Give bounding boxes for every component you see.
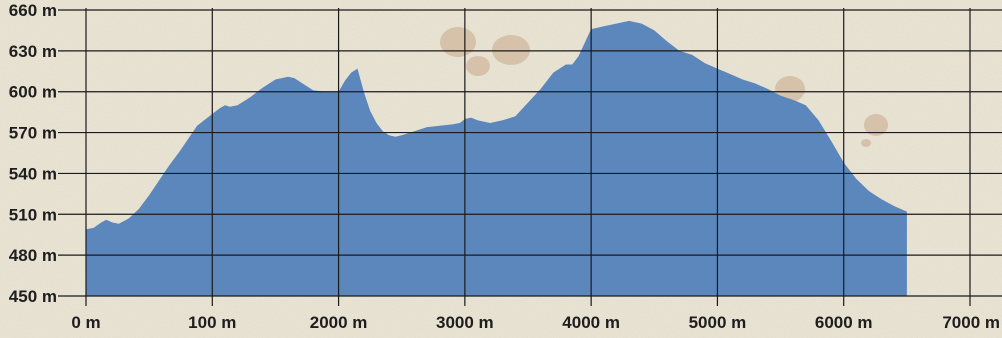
elevation-area	[86, 20, 907, 297]
x-tick-label: 4000 m	[562, 313, 620, 332]
coffee-stain	[492, 35, 530, 65]
y-tick-label: 600 m	[9, 83, 57, 102]
coffee-stain	[861, 139, 871, 147]
y-tick-label: 660 m	[9, 1, 57, 20]
y-tick-label: 480 m	[9, 246, 57, 265]
coffee-stain	[775, 76, 805, 102]
coffee-stain	[466, 56, 490, 76]
x-tick-label: 6000 m	[815, 313, 873, 332]
coffee-stain	[864, 114, 888, 136]
grid-layer	[58, 8, 1002, 306]
y-tick-label: 540 m	[9, 164, 57, 183]
y-tick-label: 450 m	[9, 287, 57, 306]
coffee-stain	[440, 27, 476, 57]
x-tick-label: 3000 m	[436, 313, 494, 332]
x-tick-label: 7000 m	[942, 313, 1000, 332]
y-tick-label: 630 m	[9, 42, 57, 61]
x-tick-label: 2000 m	[310, 313, 368, 332]
stain-group	[440, 27, 888, 147]
y-tick-label: 510 m	[9, 205, 57, 224]
tick-label-layer: 450 m 480 m 510 m 540 m 570 m 600 m 630 m 660 m…	[9, 1, 1000, 332]
x-tick-label: 5000 m	[689, 313, 747, 332]
x-tick-label: 100 m	[188, 313, 236, 332]
y-tick-label: 570 m	[9, 124, 57, 143]
x-tick-label: 0 m	[71, 313, 100, 332]
area-layer	[86, 20, 907, 297]
